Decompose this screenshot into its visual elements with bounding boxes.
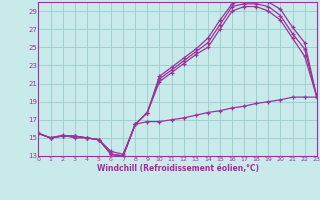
X-axis label: Windchill (Refroidissement éolien,°C): Windchill (Refroidissement éolien,°C) bbox=[97, 164, 259, 173]
